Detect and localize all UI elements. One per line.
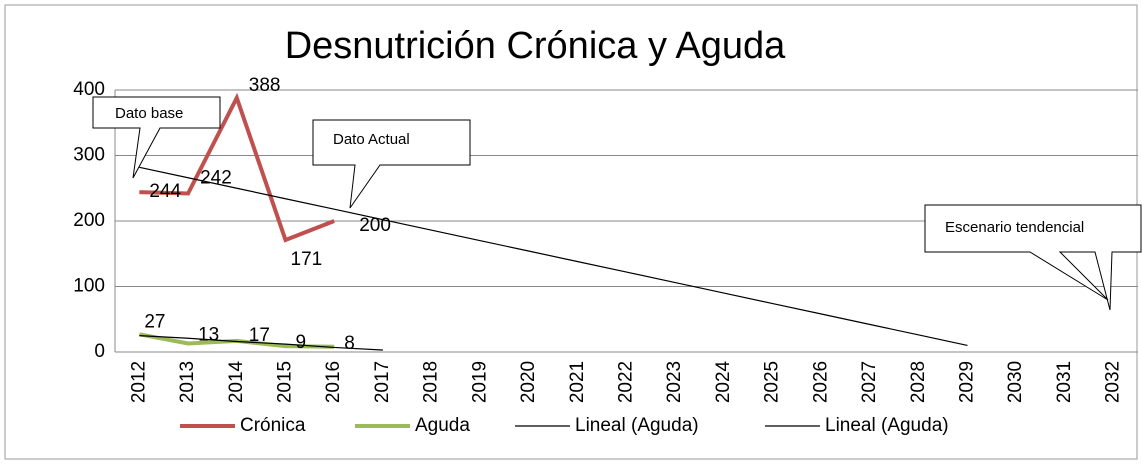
annotation: Dato base [115,105,183,122]
x-tick-label: 2032 [1103,361,1124,403]
x-tick-label: 2021 [567,361,588,403]
y-tick-label: 100 [73,276,105,297]
chart-title: Desnutrición Crónica y Aguda [285,25,786,67]
callout-box [92,96,221,179]
x-tick-label: 2030 [1005,361,1026,403]
data-label: 388 [249,75,281,96]
data-label: 27 [144,311,165,332]
legend-label: Lineal (Aguda) [825,415,949,436]
y-tick-label: 200 [73,210,105,231]
y-tick-label: 300 [73,145,105,166]
series-line [139,166,968,347]
series-line [139,92,335,243]
data-label: 17 [249,325,270,346]
x-tick-label: 2027 [859,361,880,403]
callout-box [924,204,1142,311]
legend-label: Crónica [240,415,306,436]
x-tick-label: 2023 [664,361,685,403]
x-tick-label: 2012 [128,361,149,403]
x-tick-label: 2017 [372,361,393,403]
x-tick-label: 2013 [177,361,198,403]
y-tick-label: 0 [94,341,105,362]
annotation: Dato Actual [333,131,410,148]
legend-label: Aguda [415,415,470,436]
x-tick-label: 2029 [957,361,978,403]
x-tick-label: 2016 [323,361,344,403]
callout-box [312,119,471,209]
series-line [139,335,383,351]
x-tick-label: 2024 [713,360,734,403]
x-tick-label: 2022 [616,361,637,403]
data-label: 9 [296,332,307,353]
plot-area: 0 100 200 300 400 2012 2013 2014 2015 2016 2017 201… [73,75,1138,436]
x-tick-label: 2014 [226,360,247,403]
y-tick-label: 400 [73,79,105,100]
data-label: 244 [149,181,181,202]
series-line [138,332,335,349]
data-label: 171 [291,249,323,270]
x-tick-label: 2031 [1054,361,1075,403]
data-label: 8 [344,333,355,354]
data-label: 242 [200,168,232,189]
x-tick-label: 2020 [518,361,539,403]
data-label: 13 [198,325,219,346]
legend-label: Lineal (Aguda) [575,415,699,436]
x-tick-label: 2015 [275,361,296,403]
x-tick-label: 2019 [469,361,490,403]
x-tick-label: 2025 [762,361,783,403]
x-tick-label: 2028 [908,361,929,403]
annotation: Escenario tendencial [945,219,1084,236]
x-tick-label: 2018 [421,361,442,403]
x-tick-label: 2026 [810,361,831,403]
